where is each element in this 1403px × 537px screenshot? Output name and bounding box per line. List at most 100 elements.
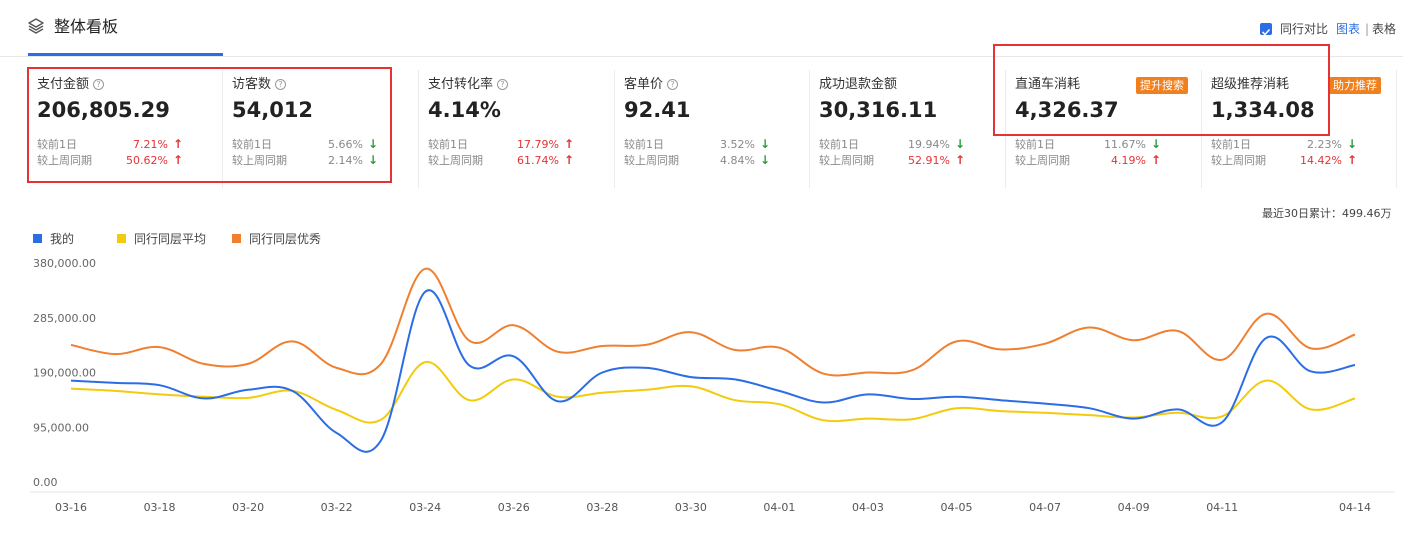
metric-action-tag[interactable]: 助力推荐 (1329, 77, 1381, 94)
arrow-up-icon: ↑ (173, 137, 184, 151)
comparison-label: 较上周同期 (1015, 154, 1070, 167)
legend-item[interactable]: 同行同层优秀 (232, 232, 321, 246)
view-table-toggle[interactable]: 表格 (1372, 22, 1397, 36)
metric-title-text: 客单价 (624, 77, 664, 92)
metric-title: 直通车消耗 (1015, 76, 1080, 94)
y-tick-label: 285,000.00 (33, 312, 96, 325)
metric-card[interactable]: 客单价? 92.41 较前1日 3.52% ↓ 较上周同期 4.84% ↓ (615, 70, 810, 188)
comparison-label: 较上周同期 (232, 154, 287, 167)
arrow-down-icon: ↓ (368, 137, 379, 151)
metric-card[interactable]: 支付转化率? 4.14% 较前1日 17.79% ↑ 较上周同期 61.74% ↑ (419, 70, 615, 188)
x-tick-label: 03-22 (321, 501, 353, 514)
active-tab-indicator (28, 53, 223, 57)
metric-card[interactable]: 支付金额? 206,805.29 较前1日 7.21% ↑ 较上周同期 50.62% ↑ (28, 70, 223, 188)
metric-title-text: 直通车消耗 (1015, 77, 1081, 92)
metric-value: 4,326.37 (1015, 98, 1119, 122)
arrow-down-icon: ↓ (760, 153, 771, 167)
y-tick-label: 380,000.00 (33, 257, 96, 270)
dashboard-header: 整体看板 同行对比 图表 | 表格 (0, 0, 1403, 54)
help-icon[interactable]: ? (275, 79, 287, 90)
legend-item[interactable]: 同行同层平均 (117, 232, 206, 246)
x-tick-label: 04-14 (1339, 501, 1371, 514)
legend-item[interactable]: 我的 (33, 232, 74, 246)
cumulative-summary: 最近30日累计：499.46万 (1262, 207, 1392, 220)
comparison-percent: 2.14% (328, 154, 363, 167)
page-title: 整体看板 (54, 17, 119, 36)
metric-title: 支付金额? (37, 76, 105, 94)
comparison-percent: 7.21% (133, 138, 168, 151)
y-tick-label: 0.00 (33, 476, 58, 489)
metric-value: 1,334.08 (1211, 98, 1315, 122)
arrow-up-icon: ↑ (1151, 153, 1162, 167)
comparison-percent: 2.23% (1307, 138, 1342, 151)
x-tick-label: 04-05 (941, 501, 973, 514)
legend-label: 同行同层平均 (134, 232, 207, 246)
metric-title: 访客数? (232, 76, 287, 94)
arrow-up-icon: ↑ (564, 153, 575, 167)
legend-label: 同行同层优秀 (249, 232, 322, 246)
comparison-percent: 52.91% (908, 154, 950, 167)
comparison-label: 较前1日 (819, 138, 859, 151)
metric-card[interactable]: 直通车消耗 提升搜索 4,326.37 较前1日 11.67% ↓ 较上周同期 4.19% ↑ (1006, 70, 1202, 188)
view-chart-toggle[interactable]: 图表 (1336, 22, 1361, 36)
comparison-label: 较前1日 (1211, 138, 1251, 151)
legend-swatch (232, 234, 241, 243)
metric-value: 206,805.29 (37, 98, 170, 122)
x-tick-label: 03-20 (232, 501, 264, 514)
help-icon[interactable]: ? (497, 79, 509, 90)
comparison-label: 较前1日 (428, 138, 468, 151)
highlight-box-ad-spend (993, 44, 1330, 136)
series-line-peer-average[interactable] (70, 361, 1356, 424)
peer-compare-label[interactable]: 同行对比 (1280, 22, 1329, 36)
arrow-up-icon: ↑ (173, 153, 184, 167)
metric-value: 92.41 (624, 98, 691, 122)
comparison-label: 较上周同期 (819, 154, 874, 167)
metric-title: 支付转化率? (428, 76, 509, 94)
comparison-label: 较上周同期 (428, 154, 483, 167)
comparison-percent: 61.74% (517, 154, 559, 167)
arrow-up-icon: ↑ (955, 153, 966, 167)
comparison-label: 较上周同期 (37, 154, 92, 167)
highlight-box-payment-visitors (27, 67, 392, 183)
x-tick-label: 04-01 (763, 501, 795, 514)
comparison-percent: 4.19% (1111, 154, 1146, 167)
metric-card[interactable]: 超级推荐消耗 助力推荐 1,334.08 较前1日 2.23% ↓ 较上周同期 14.42% ↑ (1202, 70, 1397, 188)
series-line-peer-excellent[interactable] (70, 267, 1356, 377)
help-icon[interactable]: ? (93, 79, 105, 90)
x-tick-label: 04-07 (1029, 501, 1061, 514)
x-tick-label: 03-30 (675, 501, 707, 514)
x-tick-label: 03-24 (409, 501, 441, 514)
metric-title-text: 支付金额 (37, 77, 90, 92)
x-tick-label: 03-26 (498, 501, 530, 514)
metric-card[interactable]: 访客数? 54,012 较前1日 5.66% ↓ 较上周同期 2.14% ↓ (223, 70, 419, 188)
help-icon[interactable]: ? (667, 79, 679, 90)
comparison-percent: 14.42% (1300, 154, 1342, 167)
metric-title: 成功退款金额 (819, 76, 897, 94)
series-line-mine[interactable] (70, 289, 1356, 453)
y-tick-label: 95,000.00 (33, 421, 89, 434)
arrow-up-icon: ↑ (564, 137, 575, 151)
comparison-label: 较前1日 (624, 138, 664, 151)
comparison-label: 较上周同期 (624, 154, 679, 167)
metric-value: 54,012 (232, 98, 314, 122)
comparison-label: 较前1日 (1015, 138, 1055, 151)
comparison-percent: 5.66% (328, 138, 363, 151)
metric-title-text: 超级推荐消耗 (1211, 77, 1290, 92)
peer-compare-checkbox[interactable] (1260, 23, 1272, 36)
check-icon (1261, 28, 1271, 36)
legend-swatch (117, 234, 126, 243)
comparison-percent: 17.79% (517, 138, 559, 151)
legend-label: 我的 (50, 232, 75, 246)
metric-value: 4.14% (428, 98, 501, 122)
metric-value: 30,316.11 (819, 98, 938, 122)
comparison-percent: 50.62% (126, 154, 168, 167)
x-tick-label: 04-11 (1206, 501, 1238, 514)
x-tick-label: 04-09 (1118, 501, 1150, 514)
metric-action-tag[interactable]: 提升搜索 (1136, 77, 1188, 94)
metric-title: 超级推荐消耗 (1211, 76, 1289, 94)
x-tick-label: 03-28 (586, 501, 618, 514)
arrow-down-icon: ↓ (955, 137, 966, 151)
metric-card[interactable]: 成功退款金额 30,316.11 较前1日 19.94% ↓ 较上周同期 52.91% ↑ (810, 70, 1006, 188)
legend-swatch (33, 234, 42, 243)
comparison-label: 较上周同期 (1211, 154, 1266, 167)
